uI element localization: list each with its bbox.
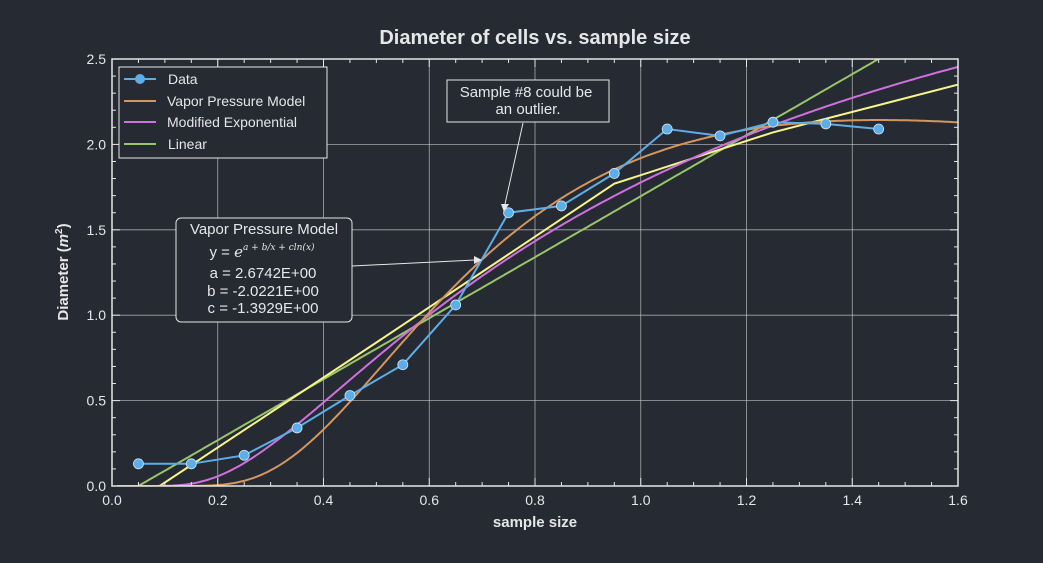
x-tick-label: 0.6 [420,492,440,508]
data-point [503,207,514,219]
data-point [185,458,197,470]
data-point [873,123,885,135]
svg-text:Data: Data [168,71,198,87]
x-tick-label: 1.2 [737,492,757,508]
outlier-annotation: Sample #8 could be an outlier. [446,79,610,212]
curves [117,59,958,486]
series-line-linear [136,59,881,486]
x-tick-label: 0.2 [208,492,228,508]
x-tick-label: 0.4 [314,492,334,508]
model-annotation: Vapor Pressure Model y = ea + b/x + cln(… [175,217,482,323]
chart-title: Diameter of cells vs. sample size [379,27,690,49]
svg-text:Linear: Linear [168,136,207,152]
data-point [133,458,144,470]
legend: Data Vapor Pressure Model Modified Expon… [118,66,328,159]
data-point [238,449,250,461]
svg-text:Vapor Pressure Model: Vapor Pressure Model [167,93,305,109]
legend-item-modexp: Modified Exponential [124,114,297,130]
series-group [117,59,958,486]
data-point [661,123,673,135]
legend-item-linear: Linear [124,136,207,152]
data-point [820,118,832,130]
svg-text:Modified Exponential: Modified Exponential [167,114,297,130]
x-tick-label: 1.6 [948,492,968,508]
series-line-vapor [117,119,958,486]
y-tick-label: 1.0 [87,307,107,323]
y-tick-label: 2.0 [87,136,107,152]
y-tick-label: 0.0 [87,478,107,494]
svg-text:a = 2.6742E+00: a = 2.6742E+00 [210,265,317,282]
data-point [767,116,779,128]
x-tick-label: 0.0 [102,492,122,508]
x-tick-label: 0.8 [525,492,545,508]
data-point [344,390,356,401]
svg-text:b = -2.0221E+00: b = -2.0221E+00 [207,283,319,300]
series-line-modexp [117,65,958,486]
ticks: 0.0 0.2 0.4 0.6 0.8 1.0 1.2 1.4 1.6 0.0 0.5 1.0 1.5 2… [87,51,968,508]
svg-text:Vapor Pressure Model: Vapor Pressure Model [190,221,338,238]
x-tick-label: 1.4 [843,492,863,508]
data-point [450,299,462,311]
series-line-extra [159,83,958,486]
y-tick-label: 1.5 [87,222,107,238]
data-point [291,422,303,434]
data-point [714,130,726,142]
svg-text:y = ea + b/x + cln(x): y = ea + b/x + cln(x) [209,242,315,261]
y-tick-label: 0.5 [87,393,107,409]
data-point [556,200,567,212]
data-point [397,359,409,371]
x-axis-label: sample size [493,514,577,531]
svg-text:an outlier.: an outlier. [495,101,560,118]
legend-item-data: Data [124,71,198,87]
x-tick-label: 1.0 [631,492,651,508]
svg-text:Sample #8 could be: Sample #8 could be [460,84,593,101]
svg-text:c = -1.3929E+00: c = -1.3929E+00 [208,300,319,317]
y-axis-label: Diameter (m2) [54,223,72,320]
legend-item-vapor: Vapor Pressure Model [124,93,305,109]
y-tick-label: 2.5 [87,51,107,67]
data-point [608,168,620,179]
